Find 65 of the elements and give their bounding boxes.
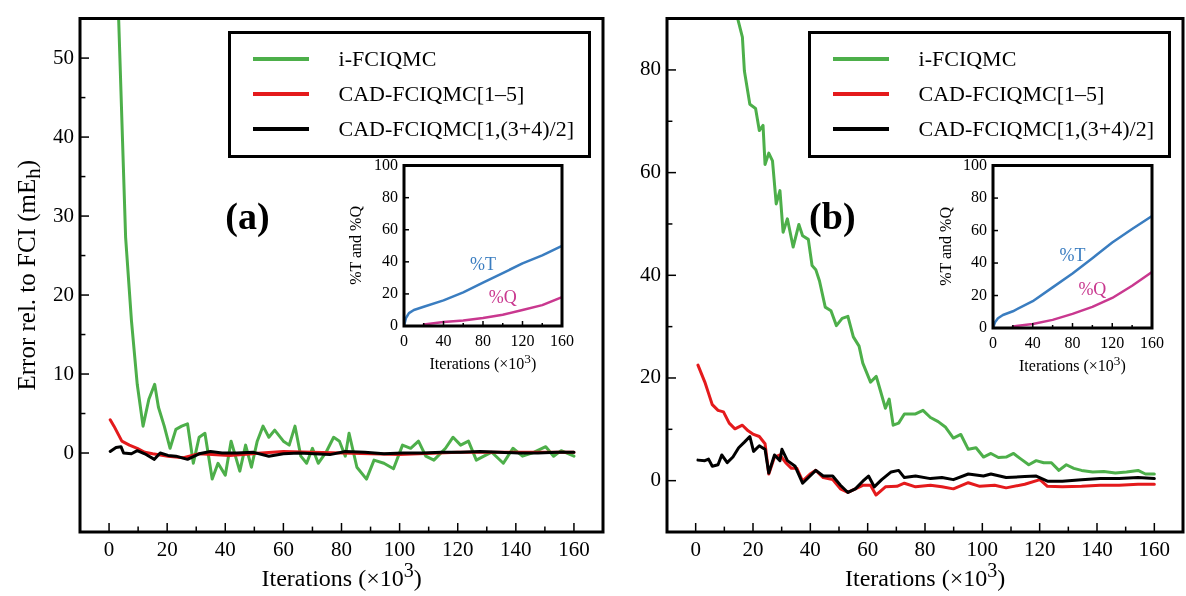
y-tick-label: 0 xyxy=(63,439,74,464)
x-tick-label: 120 xyxy=(441,537,474,562)
x-axis-title: Iterations (×10$^{3}$) xyxy=(429,351,537,373)
y-tick-label: 40 xyxy=(53,123,74,148)
y-tick-label: 40 xyxy=(382,252,398,270)
annotation: (a) xyxy=(225,195,270,238)
series-label: %Q xyxy=(1078,278,1107,299)
y-tick-label: 20 xyxy=(971,285,987,303)
x-tick-label: 60 xyxy=(857,537,879,562)
x-tick-label: 120 xyxy=(1023,537,1056,562)
legend-label: i-FCIQMC xyxy=(338,46,437,73)
y-tick-label: 60 xyxy=(382,219,398,237)
series-label: %T xyxy=(1059,245,1086,266)
y-tick-label: 30 xyxy=(53,202,74,227)
x-tick-label: 80 xyxy=(475,331,491,349)
x-tick-label: 120 xyxy=(510,331,535,349)
x-tick-label: 0 xyxy=(690,537,701,562)
x-tick-label: 80 xyxy=(331,537,352,562)
y-tick-label: 20 xyxy=(53,281,74,306)
x-axis-title: Iterations (×10$^{3}$) xyxy=(845,559,1006,591)
y-tick-label: 40 xyxy=(971,253,987,271)
y-tick-label: 10 xyxy=(53,360,74,385)
x-tick-label: 20 xyxy=(742,537,764,562)
series-label: %T xyxy=(470,254,496,275)
x-tick-label: 40 xyxy=(1024,333,1041,351)
legend-label: i-FCIQMC xyxy=(918,46,1017,73)
y-tick-label: 50 xyxy=(53,44,74,69)
y-tick-label: 80 xyxy=(382,187,398,205)
x-tick-label: 20 xyxy=(156,537,178,562)
y-tick-label: 80 xyxy=(971,188,987,206)
annotation: (b) xyxy=(809,195,856,238)
x-tick-label: 160 xyxy=(1140,333,1164,351)
legend-label: CAD-FCIQMC[1,(3+4)/2] xyxy=(338,116,574,143)
y-tick-label: 20 xyxy=(382,284,398,302)
y-tick-label: 100 xyxy=(963,155,987,173)
y-tick-label: 100 xyxy=(374,155,398,173)
x-tick-label: 80 xyxy=(1064,333,1081,351)
y-axis-title: %T and %Q xyxy=(347,206,364,286)
legend-label: CAD-FCIQMC[1–5] xyxy=(338,81,525,108)
x-tick-label: 80 xyxy=(914,537,936,562)
x-tick-label: 40 xyxy=(435,331,452,349)
x-tick-label: 160 xyxy=(1138,537,1171,562)
y-tick-label: 0 xyxy=(979,318,987,336)
y-tick-label: 0 xyxy=(650,467,661,492)
y-tick-label: 60 xyxy=(971,220,987,238)
legend-label: CAD-FCIQMC[1,(3+4)/2] xyxy=(918,116,1154,143)
y-tick-label: 80 xyxy=(640,56,661,81)
x-tick-label: 140 xyxy=(1081,537,1113,562)
x-tick-label: 0 xyxy=(103,537,115,562)
legend-label: CAD-FCIQMC[1–5] xyxy=(918,81,1105,108)
x-tick-label: 160 xyxy=(550,331,574,349)
x-tick-label: 40 xyxy=(214,537,236,562)
x-tick-label: 60 xyxy=(272,537,294,562)
y-axis-title: %T and %Q xyxy=(937,207,954,287)
y-tick-label: 20 xyxy=(640,364,661,389)
x-tick-label: 120 xyxy=(1100,333,1125,351)
y-tick-label: 40 xyxy=(640,261,661,286)
x-axis-title: Iterations (×10$^{3}$) xyxy=(1019,353,1126,375)
x-tick-label: 160 xyxy=(558,537,590,562)
x-tick-label: 140 xyxy=(500,537,532,562)
x-axis-title: Iterations (×10$^{3}$) xyxy=(261,559,422,591)
y-tick-label: 0 xyxy=(390,316,398,334)
y-tick-label: 60 xyxy=(640,159,661,184)
series-label: %Q xyxy=(488,286,517,307)
x-tick-label: 40 xyxy=(799,537,821,562)
